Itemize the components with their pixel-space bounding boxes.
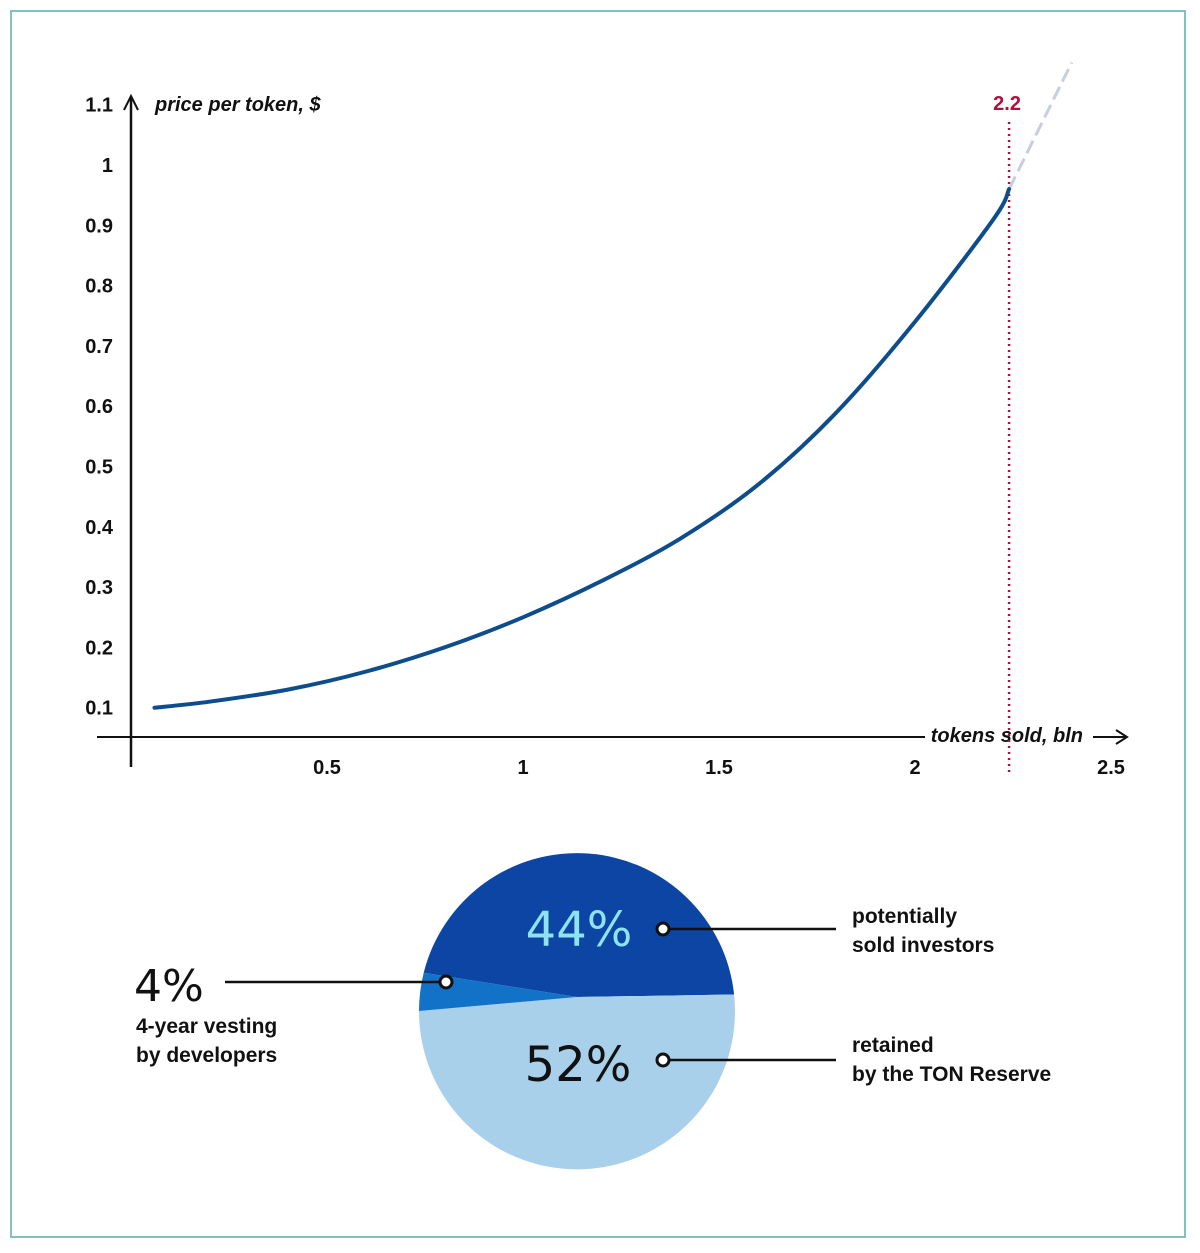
- label-reserve-line1: retained: [852, 1034, 934, 1057]
- y-tick-labels: 0.1 0.2 0.3 0.4 0.5 0.6 0.7 0.8 0.9 1 1.1: [85, 95, 114, 720]
- label-developers-line2: by developers: [136, 1044, 277, 1067]
- percent-label-reserve: 52%: [525, 1037, 632, 1093]
- y-tick-label: 0.7: [85, 336, 113, 358]
- x-tick-label: 1.5: [705, 757, 733, 779]
- callout-developers: [225, 974, 454, 990]
- label-reserve-line2: by the TON Reserve: [852, 1063, 1051, 1086]
- y-axis-label: price per token, $: [154, 94, 321, 116]
- pie-chart: 44% 52% 4% potentially sold investors re…: [134, 853, 1051, 1170]
- y-tick-label: 1: [102, 155, 113, 177]
- pie-slice-investors: [423, 853, 735, 997]
- curve-extension: [1007, 61, 1074, 190]
- x-tick-label: 0.5: [313, 757, 341, 779]
- label-investors-line1: potentially: [852, 905, 957, 928]
- x-tick-label: 2.5: [1097, 757, 1125, 779]
- percent-label-investors: 44%: [526, 902, 633, 958]
- label-investors-line2: sold investors: [852, 934, 994, 957]
- chart-frame: [10, 10, 1186, 1238]
- y-tick-label: 0.8: [85, 276, 113, 298]
- callout-investors: [655, 921, 836, 937]
- price-curve: [152, 187, 1012, 710]
- line-chart: 0.1 0.2 0.3 0.4 0.5 0.6 0.7 0.8 0.9 1 1.1 0.5 1 1.5 2…: [85, 61, 1129, 779]
- y-axis-arrow: [123, 93, 139, 111]
- y-tick-label: 0.2: [85, 637, 113, 659]
- pie-slice-developers: [419, 972, 577, 1011]
- y-tick-label: 1.1: [85, 95, 113, 117]
- cutoff-label: 2.2: [993, 93, 1021, 115]
- y-tick-label: 0.1: [85, 698, 113, 720]
- x-tick-label: 1: [517, 757, 528, 779]
- x-axis-arrow: [1093, 729, 1129, 745]
- y-tick-label: 0.6: [85, 396, 113, 418]
- y-tick-label: 0.3: [85, 577, 113, 599]
- callout-reserve: [655, 1052, 836, 1068]
- x-tick-label: 2: [909, 757, 920, 779]
- y-tick-label: 0.4: [85, 517, 114, 539]
- label-developers-line1: 4-year vesting: [136, 1015, 277, 1038]
- y-tick-label: 0.5: [85, 457, 113, 479]
- percent-label-developers: 4%: [134, 961, 204, 1012]
- y-tick-label: 0.9: [85, 215, 113, 237]
- x-axis-label: tokens sold, bln: [931, 725, 1083, 747]
- pie-slice-reserve: [418, 994, 735, 1170]
- x-tick-labels: 0.5 1 1.5 2 2.5: [313, 757, 1125, 779]
